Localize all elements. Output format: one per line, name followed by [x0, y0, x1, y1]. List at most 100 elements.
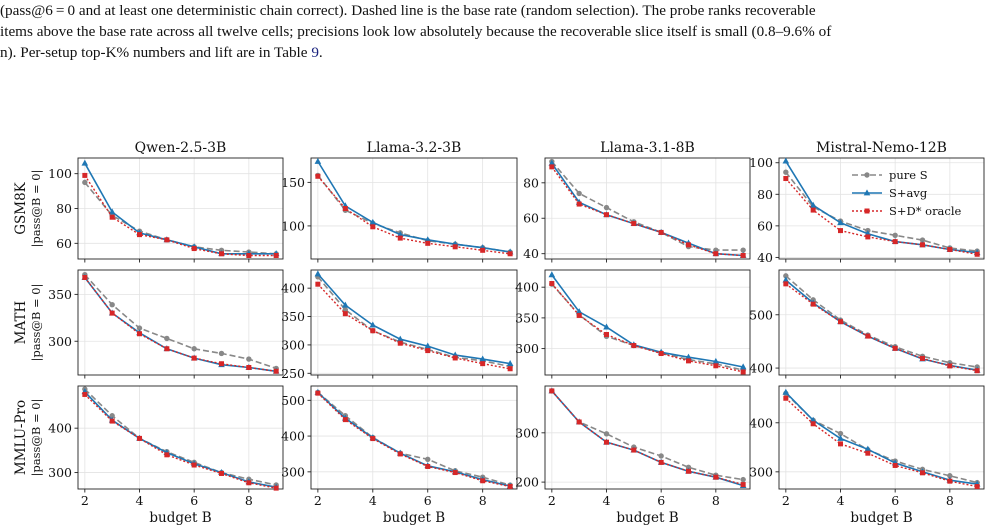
- table-reference-link[interactable]: 9: [311, 44, 319, 61]
- point-avg: [424, 342, 432, 349]
- panel-frame: [77, 385, 284, 490]
- point-oracle: [273, 253, 279, 259]
- point-oracle: [137, 435, 142, 441]
- y-tick-label: 500: [281, 393, 305, 408]
- series-line-oracle: [785, 397, 978, 488]
- point-oracle: [576, 419, 582, 425]
- point-oracle: [947, 247, 953, 253]
- caption-line-2: items above the base rate across all twe…: [0, 23, 832, 40]
- point-oracle: [191, 462, 197, 468]
- y-tick-label: 350: [515, 310, 539, 325]
- point-avg: [837, 434, 844, 441]
- point-oracle: [480, 361, 486, 367]
- row-ylabel-mmlu-pro: |pass@B = 0|: [29, 399, 44, 477]
- point-oracle: [604, 439, 609, 445]
- series-line-pure: [785, 171, 978, 252]
- point-avg: [685, 353, 692, 360]
- panel-frame: [778, 157, 985, 260]
- point-oracle: [109, 418, 115, 424]
- series-line-oracle: [551, 166, 744, 257]
- point-oracle: [273, 368, 279, 374]
- y-tick-label: 400: [749, 415, 773, 430]
- series-line-pure: [785, 275, 978, 368]
- series-line-avg: [785, 160, 978, 254]
- y-tick-label: 400: [281, 429, 305, 444]
- legend-label-oracle: S+D* oracle: [889, 204, 962, 218]
- series-line-avg: [317, 161, 511, 253]
- y-tick-label: 150: [281, 175, 305, 190]
- point-oracle: [920, 355, 925, 361]
- row-label-gsm8k: GSM8K: [13, 181, 29, 234]
- panel-frame: [310, 385, 518, 490]
- point-oracle: [838, 319, 843, 325]
- point-avg: [424, 236, 432, 243]
- y-tick-label: 100: [281, 218, 305, 233]
- series-line-avg: [551, 390, 744, 487]
- point-pure: [685, 464, 692, 471]
- point-avg: [712, 357, 720, 364]
- point-pure: [109, 413, 115, 419]
- point-oracle: [507, 366, 513, 372]
- point-oracle: [191, 355, 197, 361]
- point-oracle: [740, 482, 746, 488]
- y-tick-label: 500: [749, 307, 773, 322]
- row-label-mmlu-pro: MMLU-Pro: [13, 400, 29, 475]
- series-line-oracle: [84, 393, 277, 489]
- point-avg: [369, 321, 377, 328]
- x-tick-label: 4: [136, 493, 144, 508]
- point-oracle: [273, 485, 279, 491]
- series-line-avg: [551, 162, 744, 257]
- y-tick-label: 250: [281, 366, 305, 381]
- point-avg: [81, 159, 89, 166]
- row-label-math: MATH: [13, 300, 29, 344]
- point-oracle: [342, 417, 348, 423]
- point-avg: [864, 445, 872, 452]
- caption-line-3: n). Per-setup top-K% numbers and lift ar…: [0, 42, 986, 63]
- point-avg: [342, 301, 349, 308]
- panel-mistral-nemo-12b-mmlu-pro: 300 400 2 4 6 8 budget B: [749, 385, 985, 526]
- point-oracle: [604, 212, 609, 218]
- point-oracle: [397, 340, 403, 346]
- point-oracle: [838, 228, 843, 234]
- point-oracle: [452, 244, 458, 250]
- point-oracle: [315, 173, 321, 179]
- point-pure: [783, 273, 789, 279]
- point-pure: [82, 179, 88, 186]
- point-oracle: [576, 312, 582, 318]
- caption-line-1: (pass@6 = 0 and at least one determinist…: [0, 2, 816, 19]
- x-tick-label: 2: [314, 493, 322, 508]
- x-tick-label: 2: [782, 493, 790, 508]
- point-oracle: [425, 463, 431, 469]
- point-oracle: [658, 229, 664, 235]
- point-oracle: [480, 478, 486, 484]
- chart-legend: pure S S+avg S+D* oracle: [852, 168, 962, 218]
- point-pure: [919, 237, 926, 243]
- point-oracle: [810, 421, 816, 427]
- x-tick-label: 6: [891, 493, 899, 508]
- column-title-mistral-nemo-12b: Mistral-Nemo-12B: [816, 140, 947, 156]
- point-pure: [603, 204, 610, 211]
- point-oracle: [219, 251, 224, 257]
- point-avg: [782, 276, 790, 283]
- point-oracle: [191, 246, 197, 252]
- panel-frame: [77, 269, 284, 376]
- series-line-oracle: [317, 175, 511, 255]
- point-oracle: [604, 331, 609, 337]
- point-oracle: [631, 447, 637, 453]
- point-oracle: [507, 251, 513, 257]
- series-line-avg: [317, 273, 511, 365]
- point-pure: [947, 473, 953, 479]
- y-tick-label: 40: [523, 246, 539, 261]
- point-oracle: [137, 232, 142, 238]
- y-tick-label: 60: [523, 211, 539, 226]
- point-oracle: [838, 441, 843, 447]
- y-tick-label: 300: [515, 341, 539, 356]
- series-line-pure: [551, 283, 744, 371]
- y-tick-label: 400: [48, 421, 72, 436]
- point-oracle: [246, 253, 252, 259]
- point-avg: [809, 416, 817, 423]
- panel-llama-3-1-8b-mmlu-pro: 200 300 2 4 6 8 budget B: [515, 385, 751, 526]
- point-avg: [603, 323, 610, 330]
- series-line-avg: [785, 391, 978, 485]
- row-ylabel-math: |pass@B = 0|: [29, 284, 44, 362]
